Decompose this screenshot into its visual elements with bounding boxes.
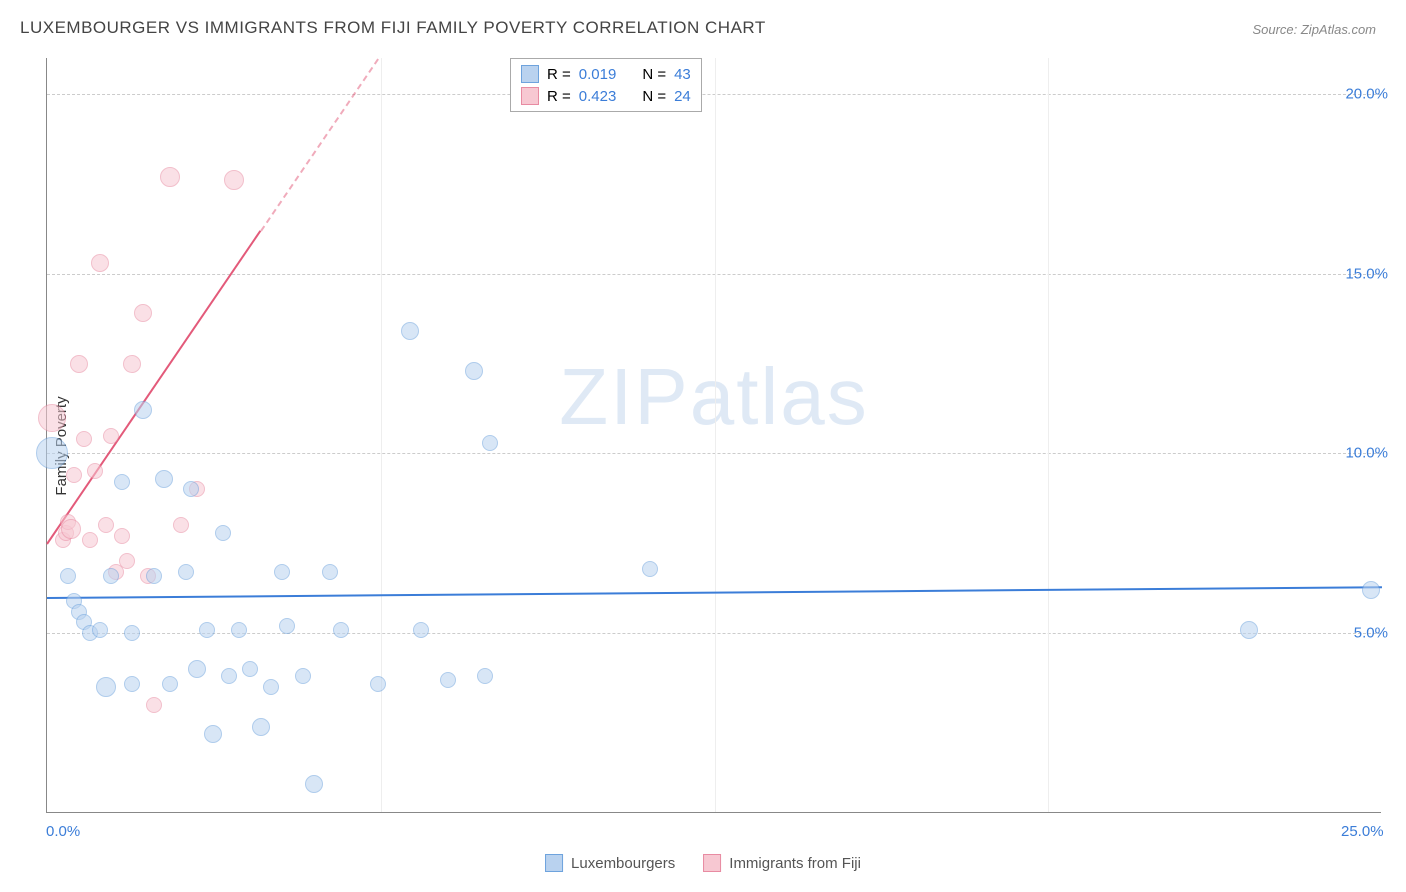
data-point: [242, 661, 258, 677]
data-point: [146, 697, 162, 713]
legend-series-label: Immigrants from Fiji: [729, 855, 861, 872]
data-point: [134, 304, 152, 322]
data-point: [477, 668, 493, 684]
data-point: [124, 625, 140, 641]
data-point: [279, 618, 295, 634]
data-point: [333, 622, 349, 638]
data-point: [221, 668, 237, 684]
data-point: [274, 564, 290, 580]
legend-series-item: Luxembourgers: [545, 854, 675, 872]
data-point: [642, 561, 658, 577]
data-point: [119, 553, 135, 569]
data-point: [305, 775, 323, 793]
legend-series-label: Luxembourgers: [571, 855, 675, 872]
source-attribution: Source: ZipAtlas.com: [1252, 22, 1376, 37]
data-point: [224, 170, 244, 190]
n-value: 43: [674, 66, 691, 83]
legend-swatch: [545, 854, 563, 872]
data-point: [1362, 581, 1380, 599]
data-point: [370, 676, 386, 692]
data-point: [440, 672, 456, 688]
y-tick-label: 15.0%: [1345, 265, 1388, 282]
data-point: [103, 428, 119, 444]
data-point: [60, 568, 76, 584]
data-point: [231, 622, 247, 638]
data-point: [401, 322, 419, 340]
data-point: [252, 718, 270, 736]
data-point: [134, 401, 152, 419]
data-point: [38, 404, 66, 432]
data-point: [413, 622, 429, 638]
data-point: [295, 668, 311, 684]
data-point: [82, 532, 98, 548]
r-label: R =: [547, 66, 571, 83]
data-point: [146, 568, 162, 584]
data-point: [162, 676, 178, 692]
data-point: [263, 679, 279, 695]
data-point: [155, 470, 173, 488]
data-point: [66, 467, 82, 483]
series-legend: Luxembourgers Immigrants from Fiji: [545, 854, 861, 872]
data-point: [92, 622, 108, 638]
data-point: [322, 564, 338, 580]
r-value: 0.019: [579, 66, 617, 83]
y-tick-label: 20.0%: [1345, 85, 1388, 102]
legend-series-item: Immigrants from Fiji: [703, 854, 861, 872]
n-label: N =: [642, 66, 666, 83]
data-point: [188, 660, 206, 678]
data-point: [103, 568, 119, 584]
legend-swatch: [703, 854, 721, 872]
legend-stat-row: R = 0.019 N = 43: [517, 63, 695, 85]
correlation-legend: R = 0.019 N = 43 R = 0.423 N = 24: [510, 58, 702, 112]
data-point: [76, 431, 92, 447]
x-tick-label: 25.0%: [1341, 823, 1384, 840]
legend-swatch: [521, 87, 539, 105]
legend-stat-row: R = 0.423 N = 24: [517, 85, 695, 107]
data-point: [96, 677, 116, 697]
trend-line-extrapolated: [260, 58, 379, 231]
data-point: [178, 564, 194, 580]
data-point: [61, 519, 81, 539]
y-tick-label: 10.0%: [1345, 445, 1388, 462]
data-point: [1240, 621, 1258, 639]
y-tick-label: 5.0%: [1354, 625, 1388, 642]
n-label: N =: [642, 88, 666, 105]
chart-title: LUXEMBOURGER VS IMMIGRANTS FROM FIJI FAM…: [20, 18, 766, 38]
n-value: 24: [674, 88, 691, 105]
chart-plot-area: ZIPatlas: [46, 58, 1381, 813]
data-point: [215, 525, 231, 541]
data-point: [124, 676, 140, 692]
data-point: [98, 517, 114, 533]
data-point: [482, 435, 498, 451]
gridline-vertical: [715, 58, 716, 812]
data-point: [114, 528, 130, 544]
gridline-vertical: [381, 58, 382, 812]
data-point: [160, 167, 180, 187]
data-point: [123, 355, 141, 373]
data-point: [173, 517, 189, 533]
data-point: [91, 254, 109, 272]
data-point: [114, 474, 130, 490]
r-label: R =: [547, 88, 571, 105]
legend-swatch: [521, 65, 539, 83]
trend-line: [46, 230, 261, 545]
data-point: [87, 463, 103, 479]
gridline-vertical: [1048, 58, 1049, 812]
x-tick-label: 0.0%: [46, 823, 80, 840]
data-point: [36, 437, 68, 469]
data-point: [204, 725, 222, 743]
data-point: [199, 622, 215, 638]
data-point: [70, 355, 88, 373]
data-point: [465, 362, 483, 380]
data-point: [183, 481, 199, 497]
r-value: 0.423: [579, 88, 617, 105]
